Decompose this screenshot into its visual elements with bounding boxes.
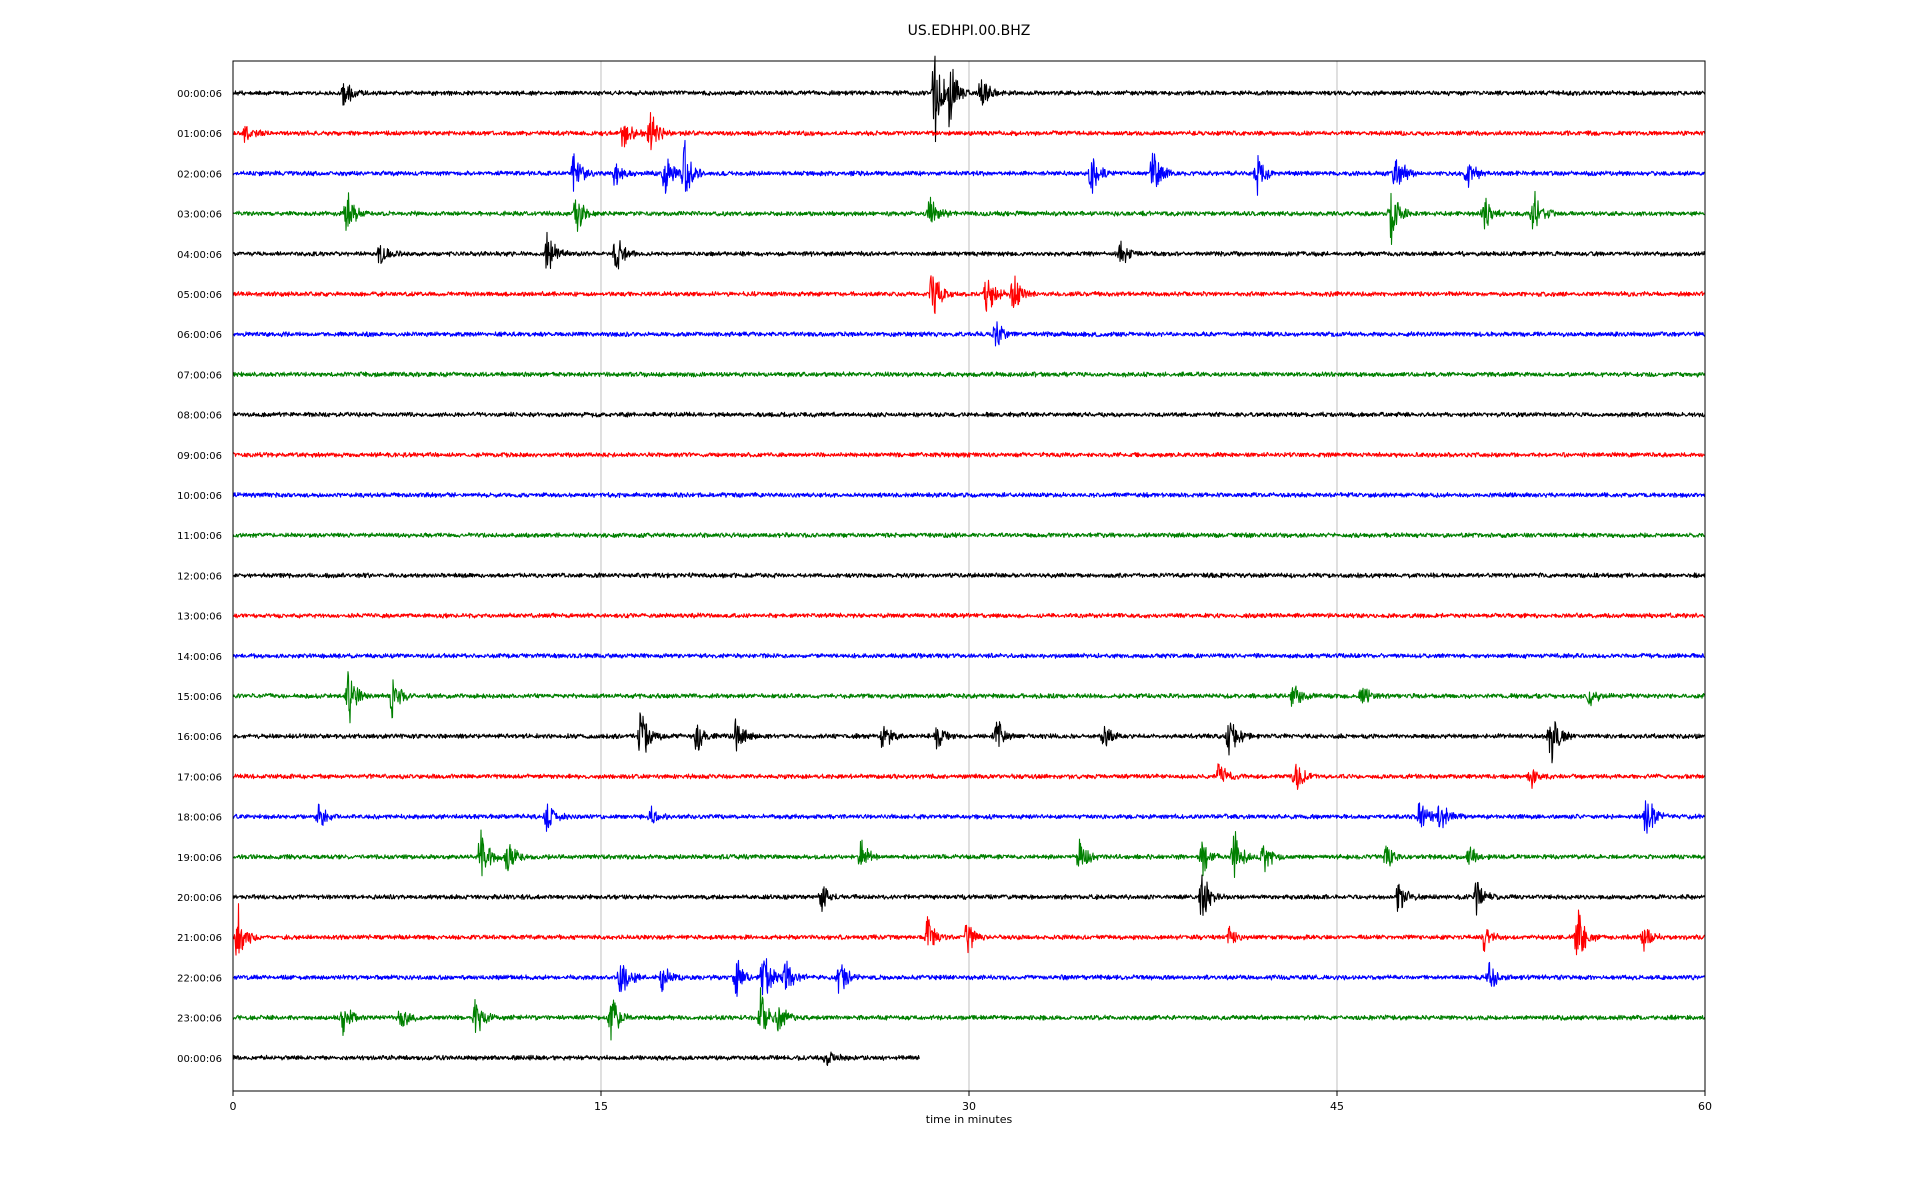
row-label: 09:00:06 xyxy=(177,451,222,462)
row-label: 03:00:06 xyxy=(177,210,222,221)
row-label: 21:00:06 xyxy=(177,933,222,944)
trace-row xyxy=(232,231,1706,270)
row-label: 07:00:06 xyxy=(177,370,222,381)
trace-row xyxy=(232,987,1706,1041)
trace-row xyxy=(232,491,1706,499)
trace-row xyxy=(232,903,1706,956)
x-axis: 0 15 30 45 60 xyxy=(230,1091,1712,1113)
trace-row xyxy=(232,55,1706,143)
trace-row xyxy=(232,112,1706,151)
x-tick-label: 45 xyxy=(1330,1100,1344,1113)
trace-row xyxy=(232,190,1706,246)
row-label: 01:00:06 xyxy=(177,129,222,140)
row-label: 02:00:06 xyxy=(177,169,222,180)
trace-row xyxy=(232,1051,921,1066)
row-label: 19:00:06 xyxy=(177,853,222,864)
row-label: 04:00:06 xyxy=(177,250,222,261)
row-label: 14:00:06 xyxy=(177,652,222,663)
trace-row xyxy=(232,652,1706,659)
row-label: 22:00:06 xyxy=(177,973,222,984)
x-tick-label: 15 xyxy=(594,1100,608,1113)
trace-row xyxy=(232,371,1706,378)
row-label: 10:00:06 xyxy=(177,491,222,502)
row-label: 00:00:06 xyxy=(177,1054,222,1065)
row-label: 08:00:06 xyxy=(177,411,222,422)
row-label: 17:00:06 xyxy=(177,772,222,783)
chart-title: US.EDHPI.00.BHZ xyxy=(908,23,1031,39)
row-label: 18:00:06 xyxy=(177,813,222,824)
trace-row xyxy=(232,139,1706,196)
row-label: 05:00:06 xyxy=(177,290,222,301)
row-label: 13:00:06 xyxy=(177,612,222,623)
x-tick-label: 0 xyxy=(230,1100,237,1113)
x-tick-label: 30 xyxy=(962,1100,976,1113)
trace-row xyxy=(232,763,1706,790)
row-label: 16:00:06 xyxy=(177,732,222,743)
trace-row xyxy=(232,800,1706,834)
row-labels: 00:00:06 01:00:06 02:00:06 03:00:06 04:00:06… xyxy=(177,89,222,1065)
trace-row xyxy=(232,411,1706,418)
x-tick-label: 60 xyxy=(1698,1100,1712,1113)
row-label: 20:00:06 xyxy=(177,893,222,904)
row-label: 00:00:06 xyxy=(177,89,222,100)
trace-row xyxy=(232,958,1706,997)
trace-row xyxy=(232,671,1706,724)
trace-row xyxy=(232,829,1706,879)
row-label: 23:00:06 xyxy=(177,1014,222,1025)
trace-row xyxy=(232,572,1706,579)
row-label: 06:00:06 xyxy=(177,330,222,341)
trace-row xyxy=(232,451,1706,458)
trace-row xyxy=(232,874,1706,916)
row-label: 11:00:06 xyxy=(177,531,222,542)
trace-row xyxy=(232,275,1706,315)
row-label: 15:00:06 xyxy=(177,692,222,703)
trace-row xyxy=(232,712,1706,764)
x-axis-label: time in minutes xyxy=(926,1113,1013,1126)
trace-row xyxy=(232,612,1706,619)
trace-layer xyxy=(232,55,1706,1066)
plot-frame xyxy=(232,60,1706,1092)
trace-row xyxy=(232,532,1706,539)
trace-row xyxy=(232,321,1706,347)
row-label: 12:00:06 xyxy=(177,571,222,582)
